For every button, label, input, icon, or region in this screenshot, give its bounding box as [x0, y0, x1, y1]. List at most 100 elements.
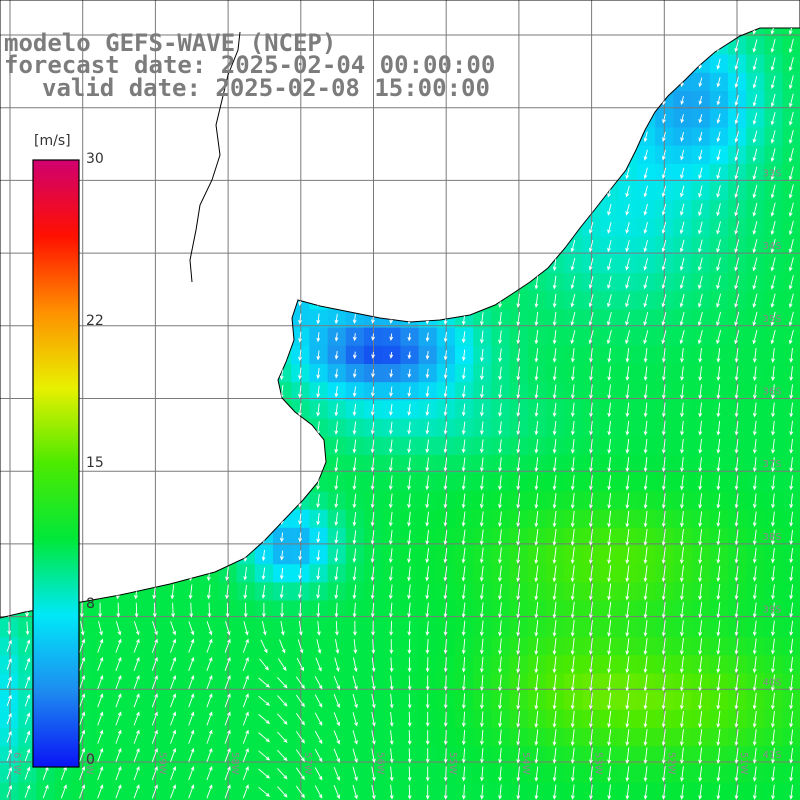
wind-arrow	[352, 511, 357, 527]
wind-arrow	[607, 528, 612, 546]
wind-arrow	[498, 129, 502, 145]
wind-cell	[182, 345, 201, 365]
wind-arrow	[152, 602, 157, 618]
wind-arrow	[625, 729, 630, 747]
wind-arrow	[789, 547, 794, 564]
wind-arrow	[734, 547, 739, 564]
wind-arrow	[24, 748, 31, 762]
wind-arrow	[607, 766, 612, 782]
wind-arrow	[770, 2, 776, 17]
wind-arrow	[679, 185, 685, 198]
wind-arrow	[242, 747, 249, 762]
wind-arrow	[443, 350, 448, 361]
wind-arrow	[734, 565, 739, 582]
wind-cell	[91, 127, 110, 147]
wind-arrow	[188, 294, 193, 308]
wind-arrow	[498, 583, 502, 601]
wind-arrow	[643, 39, 649, 53]
wind-cell	[0, 509, 19, 529]
wind-arrow	[498, 312, 502, 326]
wind-arrow	[370, 584, 375, 600]
wind-arrow	[625, 583, 630, 601]
wind-arrow	[643, 366, 648, 381]
wind-arrow	[734, 729, 739, 747]
wind-arrow	[534, 656, 539, 674]
wind-cell	[163, 364, 183, 383]
wind-arrow	[425, 2, 430, 17]
wind-arrow	[206, 784, 213, 799]
wind-arrow	[716, 149, 721, 161]
wind-arrow	[661, 384, 666, 400]
wind-arrow	[115, 311, 120, 327]
wind-cell	[473, 127, 492, 147]
wind-cell	[127, 254, 147, 274]
wind-arrow	[279, 639, 286, 654]
wind-cell	[273, 145, 292, 165]
wind-cell	[182, 127, 201, 147]
wind-arrow	[443, 331, 448, 343]
wind-arrow	[643, 311, 649, 326]
wind-arrow	[552, 619, 557, 637]
wind-arrow	[461, 602, 466, 618]
wind-arrow	[134, 493, 138, 509]
wind-cell	[163, 0, 183, 19]
wind-arrow	[170, 293, 175, 308]
wind-arrow	[788, 93, 794, 108]
wind-cell	[127, 236, 147, 256]
wind-arrow	[498, 239, 502, 254]
wind-arrow	[570, 528, 575, 546]
wind-arrow	[261, 602, 266, 618]
wind-arrow	[371, 351, 375, 359]
wind-arrow	[570, 674, 575, 692]
wind-arrow	[79, 766, 86, 781]
wind-arrow	[279, 532, 284, 543]
wind-cell	[491, 145, 511, 165]
wind-arrow	[334, 111, 339, 127]
wind-arrow	[425, 639, 430, 655]
wind-arrow	[443, 421, 448, 435]
wind-arrow	[534, 729, 539, 746]
wind-arrow	[425, 493, 430, 509]
wind-arrow	[115, 256, 120, 272]
wind-arrow	[151, 693, 158, 708]
wind-arrow	[625, 203, 630, 216]
wind-cell	[182, 182, 201, 201]
wind-cell	[109, 109, 128, 128]
wind-arrow	[589, 402, 593, 418]
wind-arrow	[461, 166, 466, 181]
wind-arrow	[242, 675, 249, 690]
wind-cell	[418, 0, 438, 19]
wind-arrow	[498, 674, 502, 692]
wind-cell	[18, 91, 37, 110]
wind-cell	[109, 327, 128, 347]
wind-arrow	[134, 548, 138, 563]
wind-arrow	[206, 493, 211, 509]
wind-arrow	[625, 402, 630, 418]
wind-arrow	[206, 420, 211, 436]
wind-arrow	[206, 165, 211, 181]
wind-cell	[309, 273, 329, 292]
wind-cell	[127, 163, 147, 183]
wind-cell	[109, 218, 128, 238]
wind-arrow	[134, 329, 138, 345]
wind-arrow	[716, 583, 721, 601]
wind-cell	[236, 254, 256, 274]
wind-cell	[600, 109, 620, 128]
wind-arrow	[498, 220, 502, 236]
wind-arrow	[771, 347, 775, 363]
wind-arrow	[588, 710, 593, 728]
wind-arrow	[479, 312, 484, 326]
wind-arrow	[479, 511, 484, 527]
wind-arrow	[570, 111, 576, 126]
wind-arrow	[661, 565, 666, 583]
wind-arrow	[188, 2, 193, 17]
wind-arrow	[498, 511, 502, 528]
wind-arrow	[425, 129, 430, 145]
wind-cell	[36, 0, 56, 19]
wind-arrow	[661, 710, 666, 728]
wind-arrow	[425, 386, 430, 398]
wind-arrow	[261, 621, 267, 636]
wind-arrow	[643, 729, 648, 747]
wind-arrow	[24, 475, 29, 491]
wind-cell	[345, 200, 365, 219]
